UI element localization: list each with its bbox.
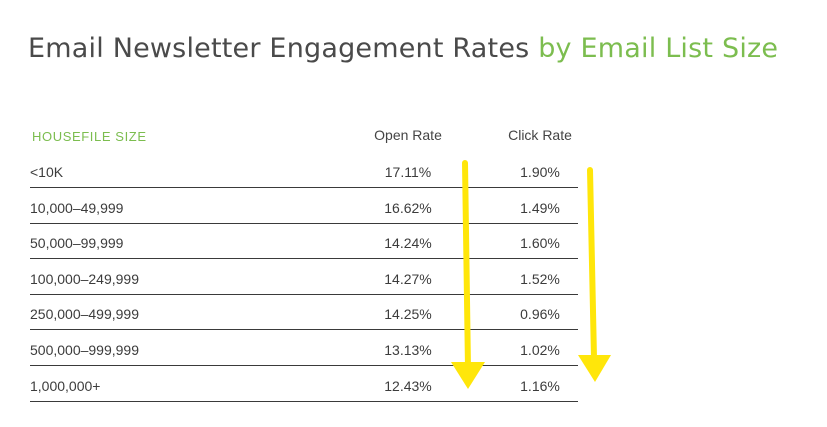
cell-open-rate: 14.27% — [384, 270, 432, 287]
cell-size: 250,000–499,999 — [30, 306, 139, 323]
cell-open-rate: 14.25% — [384, 306, 432, 323]
cell-open-rate: 13.13% — [384, 341, 432, 358]
cell-open-rate: 14.24% — [384, 235, 432, 252]
header-open-rate: Open Rate — [374, 127, 442, 143]
cell-size: 10,000–49,999 — [30, 199, 124, 216]
engagement-table: HOUSEFILE SIZE Open Rate Click Rate <10K… — [30, 118, 578, 402]
cell-open-rate: 17.11% — [384, 164, 432, 180]
cell-click-rate: 1.60% — [520, 235, 560, 252]
table-row: 250,000–499,999 14.25% 0.96% — [30, 295, 578, 331]
header-housefile-size: HOUSEFILE SIZE — [32, 129, 147, 144]
cell-click-rate: 1.49% — [520, 199, 560, 216]
cell-click-rate: 1.02% — [520, 341, 560, 358]
cell-size: 1,000,000+ — [30, 377, 101, 394]
cell-click-rate: 1.16% — [520, 377, 560, 394]
cell-click-rate: 0.96% — [520, 306, 560, 323]
table-row: 1,000,000+ 12.43% 1.16% — [30, 367, 578, 402]
table-row: <10K 17.11% 1.90% — [30, 153, 578, 188]
cell-size: <10K — [30, 164, 64, 180]
chart-title: Email Newsletter Engagement Rates by Ema… — [28, 33, 778, 64]
table-row: 50,000–99,999 14.24% 1.60% — [30, 224, 578, 260]
table-row: 10,000–49,999 16.62% 1.49% — [30, 189, 578, 224]
cell-click-rate: 1.52% — [520, 270, 560, 287]
cell-size: 100,000–249,999 — [30, 270, 139, 287]
cell-open-rate: 12.43% — [384, 377, 432, 394]
header-click-rate: Click Rate — [508, 127, 572, 143]
cell-size: 50,000–99,999 — [30, 235, 124, 252]
title-accent: by Email List Size — [538, 33, 779, 64]
cell-click-rate: 1.90% — [520, 164, 560, 180]
table-row: 100,000–249,999 14.27% 1.52% — [30, 260, 578, 295]
cell-open-rate: 16.62% — [384, 199, 432, 216]
title-main: Email Newsletter Engagement Rates — [28, 33, 539, 64]
cell-size: 500,000–999,999 — [30, 341, 139, 358]
table-header: HOUSEFILE SIZE Open Rate Click Rate — [30, 118, 578, 153]
table-row: 500,000–999,999 13.13% 1.02% — [30, 331, 578, 366]
